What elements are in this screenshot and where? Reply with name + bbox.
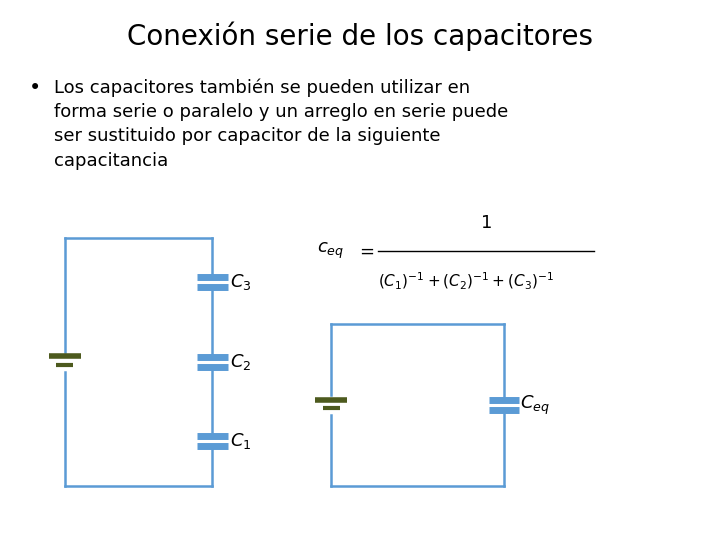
- Text: $C_2$: $C_2$: [230, 352, 252, 372]
- Text: $(C_1)^{-1}+(C_2)^{-1}+(C_3)^{-1}$: $(C_1)^{-1}+(C_2)^{-1}+(C_3)^{-1}$: [378, 271, 554, 292]
- Text: •: •: [29, 78, 41, 98]
- Text: $=$: $=$: [356, 242, 375, 260]
- Text: $C_{eq}$: $C_{eq}$: [520, 394, 549, 416]
- Text: Conexión serie de los capacitores: Conexión serie de los capacitores: [127, 22, 593, 51]
- Text: $C_3$: $C_3$: [230, 272, 252, 292]
- Text: $c_{eq}$: $c_{eq}$: [317, 241, 344, 261]
- Text: Los capacitores también se pueden utilizar en
forma serie o paralelo y un arregl: Los capacitores también se pueden utiliz…: [54, 78, 508, 170]
- Text: $C_1$: $C_1$: [230, 431, 252, 451]
- Text: $1$: $1$: [480, 214, 492, 232]
